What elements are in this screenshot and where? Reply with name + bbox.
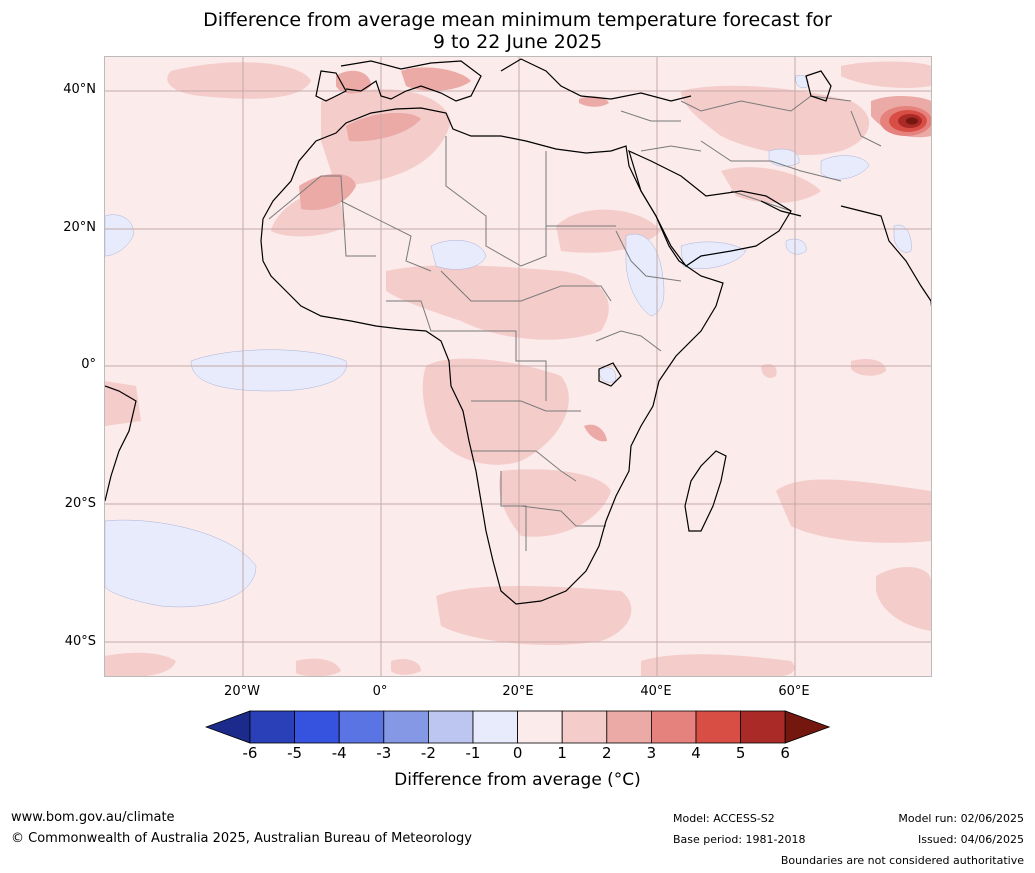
lon-label-40e: 40°E — [640, 684, 672, 699]
footer-url: www.bom.gov.au/climate — [11, 810, 175, 825]
colorbar-tick-label: -2 — [420, 744, 436, 762]
chart-title: Difference from average mean minimum tem… — [0, 9, 1035, 53]
colorbar-tick-label: -6 — [242, 744, 258, 762]
colorbar-arrow-low — [205, 710, 251, 744]
anomaly-negative-regions — [105, 75, 912, 608]
colorbar-cell — [561, 710, 608, 744]
colorbar-tick-label: -4 — [331, 744, 347, 762]
colorbar-tick-label: 4 — [691, 744, 701, 762]
colorbar-cell — [650, 710, 697, 744]
colorbar-tick-label: 1 — [557, 744, 567, 762]
colorbar — [205, 710, 831, 744]
map-graphic — [105, 57, 931, 676]
lon-label-60e: 60°E — [778, 684, 810, 699]
lon-label-20e: 20°E — [502, 684, 534, 699]
lat-label-0: 0° — [81, 357, 96, 372]
colorbar-tick-label: 3 — [646, 744, 657, 762]
lon-label-20w: 20°W — [224, 684, 260, 699]
colorbar-cell — [740, 710, 786, 744]
lat-label-20s: 20°S — [64, 496, 96, 511]
colorbar-arrow-high — [784, 710, 831, 744]
colorbar-cell — [294, 710, 340, 744]
colorbar-tick-label: 2 — [602, 744, 612, 762]
lat-label-20n: 20°N — [63, 220, 96, 235]
lat-label-40s: 40°S — [64, 634, 96, 649]
coastlines — [105, 58, 931, 605]
anomaly-hotspot — [880, 106, 931, 136]
footer-model: Model: ACCESS-S2 — [673, 812, 775, 825]
colorbar-tick-label: -3 — [376, 744, 392, 762]
colorbar-cell — [338, 710, 385, 744]
title-line-2: 9 to 22 June 2025 — [432, 31, 603, 53]
colorbar-tick-label: 6 — [780, 744, 790, 762]
colorbar-cell — [695, 710, 741, 744]
country-borders — [268, 95, 882, 551]
colorbar-cell — [249, 710, 295, 744]
colorbar-tick-label: -1 — [465, 744, 481, 762]
footer-issued: Issued: 04/06/2025 — [917, 833, 1024, 846]
footer-copyright: © Commonwealth of Australia 2025, Austra… — [11, 831, 472, 846]
footer-disclaimer: Boundaries are not considered authoritat… — [780, 854, 1024, 867]
graticule — [105, 57, 931, 676]
colorbar-cell — [383, 710, 429, 744]
lon-label-0: 0° — [372, 684, 388, 699]
footer-model-run: Model run: 02/06/2025 — [898, 812, 1024, 825]
title-line-1: Difference from average mean minimum tem… — [203, 9, 832, 31]
colorbar-cell — [472, 710, 518, 744]
colorbar-tick-label: 0 — [512, 744, 523, 762]
colorbar-tick-label: 5 — [735, 744, 746, 762]
colorbar-label: Difference from average (°C) — [394, 770, 641, 790]
colorbar-tick-label: -5 — [287, 744, 303, 762]
map-panel — [104, 56, 932, 677]
colorbar-cell — [427, 710, 474, 744]
lat-label-40n: 40°N — [63, 82, 96, 97]
colorbar-cell — [606, 710, 652, 744]
colorbar-cell — [517, 710, 563, 744]
footer-base-period: Base period: 1981-2018 — [673, 833, 806, 846]
